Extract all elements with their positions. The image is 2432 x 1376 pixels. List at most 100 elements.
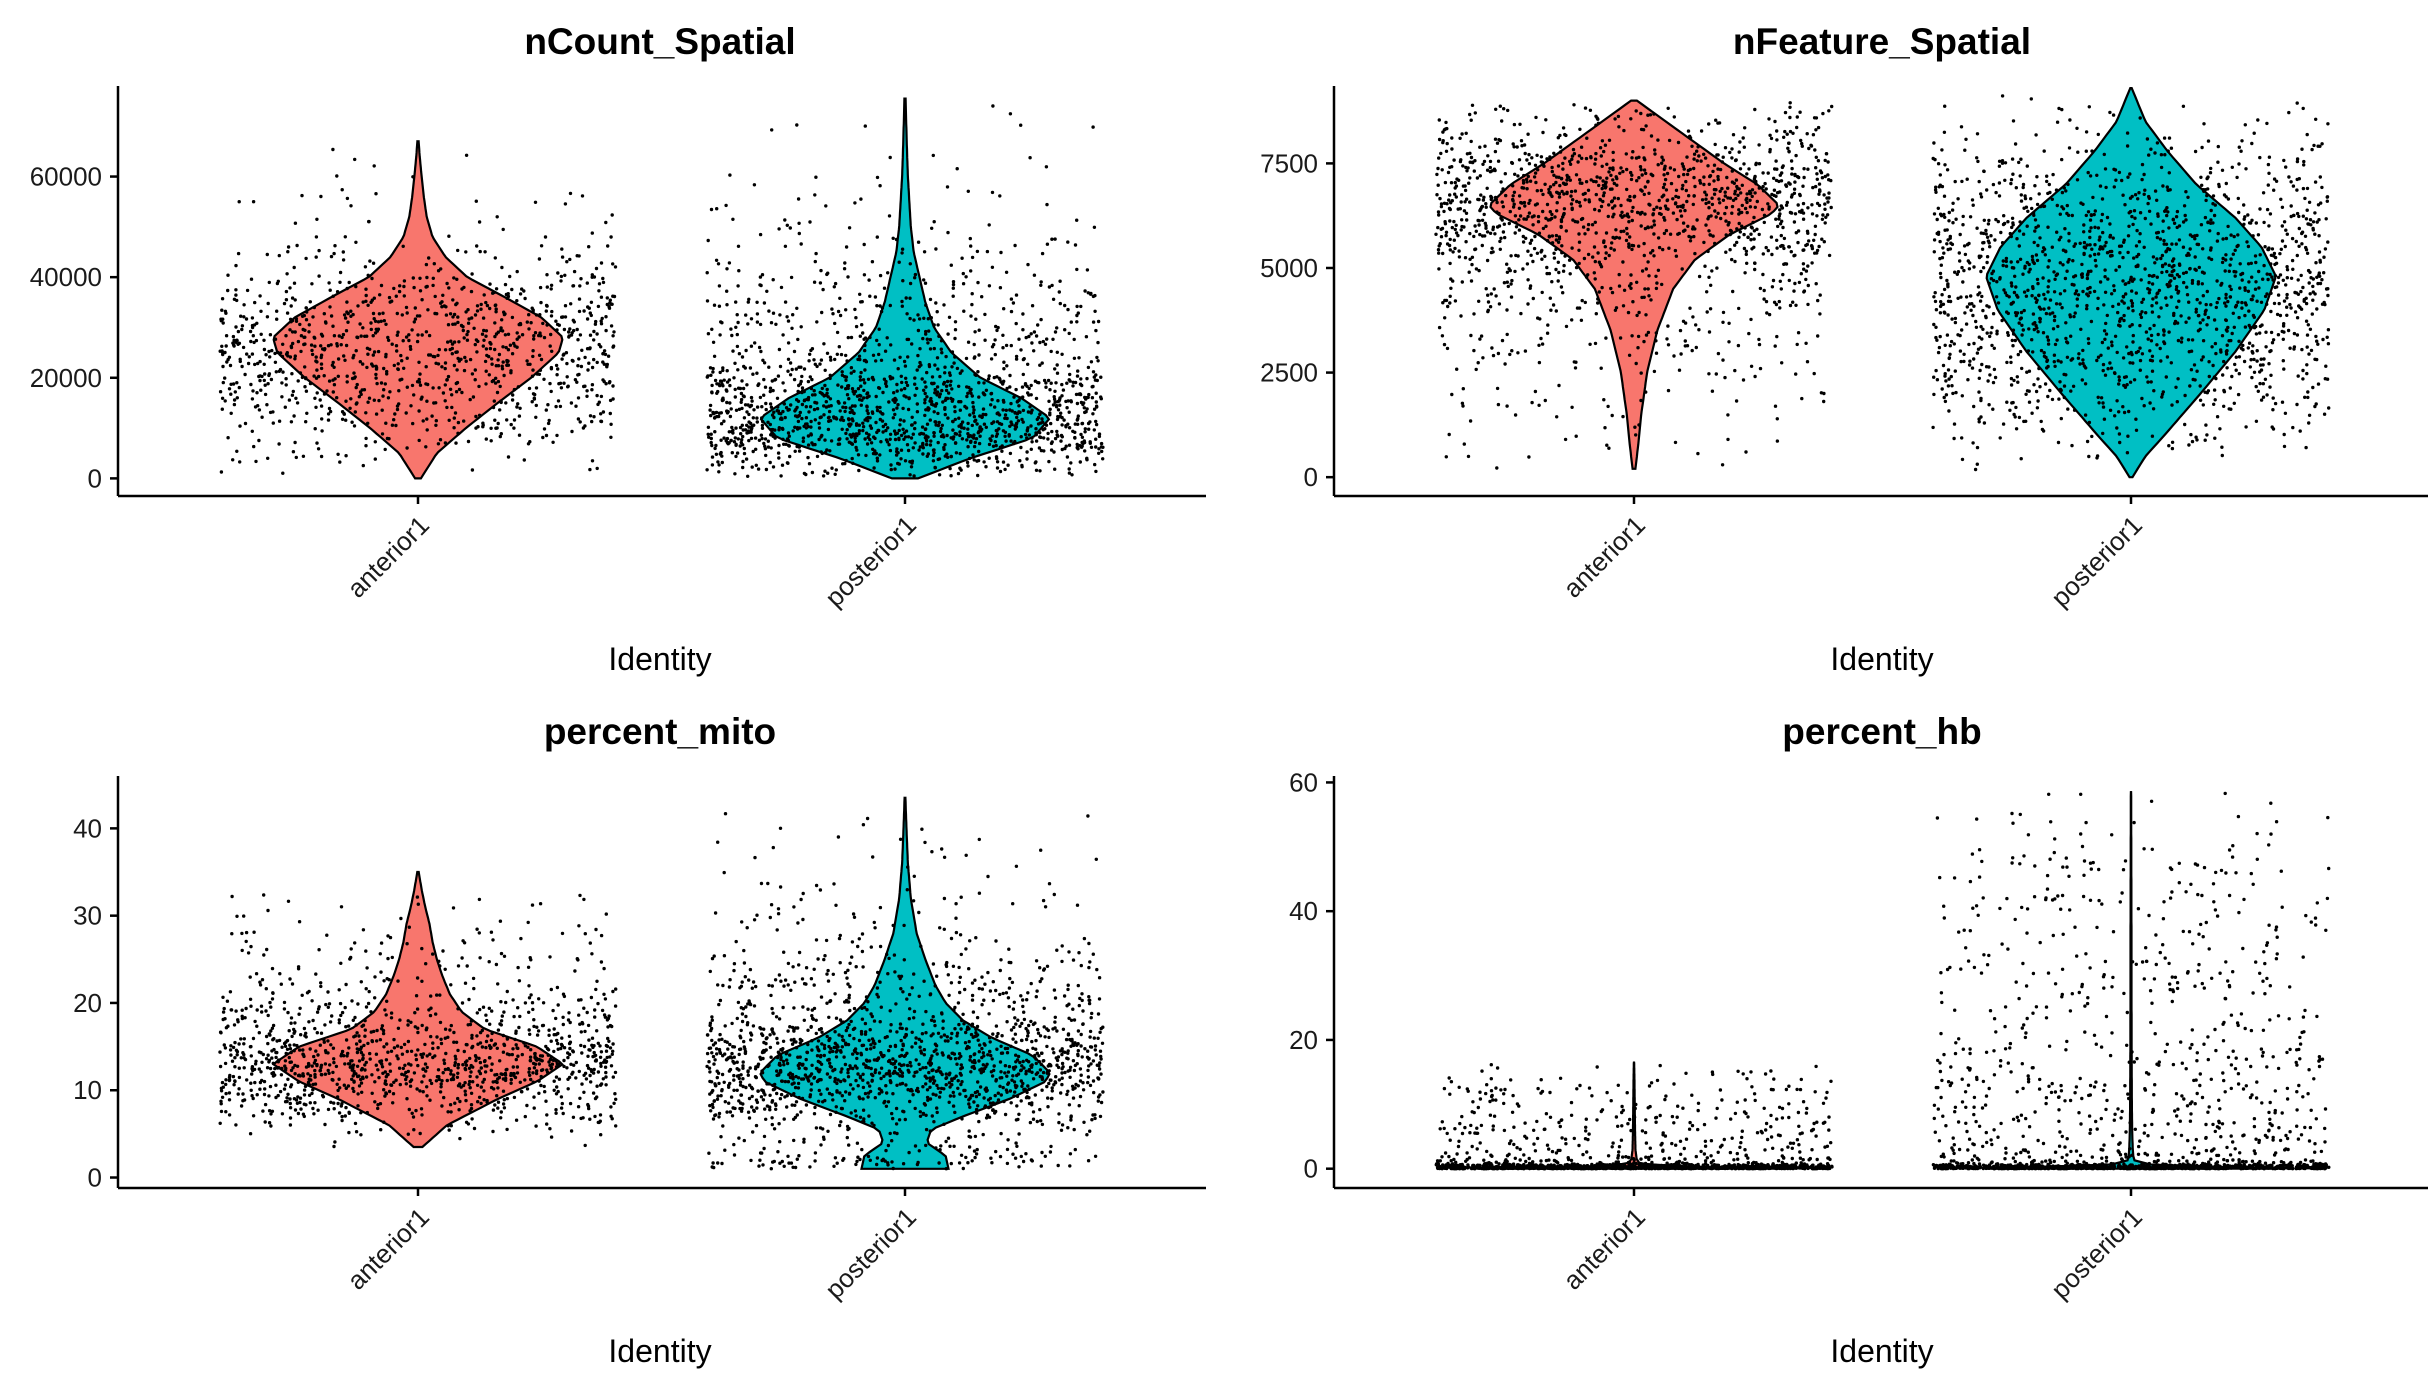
- jitter-point: [1802, 248, 1806, 252]
- jitter-point: [1762, 297, 1766, 301]
- jitter-point: [483, 359, 488, 364]
- jitter-point: [438, 438, 443, 442]
- jitter-point: [994, 443, 998, 448]
- jitter-point: [1084, 335, 1089, 339]
- jitter-point: [2213, 398, 2217, 402]
- jitter-point: [2054, 302, 2059, 306]
- jitter-point: [364, 411, 368, 415]
- jitter-point: [786, 438, 791, 443]
- jitter-point: [231, 382, 236, 386]
- jitter-point: [749, 317, 754, 321]
- jitter-point: [1047, 285, 1052, 289]
- jitter-point: [259, 309, 263, 313]
- jitter-point: [2098, 280, 2103, 284]
- jitter-point: [1021, 408, 1026, 413]
- jitter-point: [1024, 335, 1028, 340]
- jitter-point: [532, 396, 536, 400]
- jitter-point: [531, 308, 535, 312]
- jitter-point: [587, 245, 591, 249]
- jitter-point: [449, 339, 453, 343]
- jitter-point: [259, 332, 263, 336]
- jitter-point: [897, 436, 901, 440]
- jitter-point: [1025, 450, 1029, 454]
- jitter-point: [875, 304, 879, 308]
- jitter-point: [331, 360, 335, 365]
- jitter-point: [310, 352, 315, 357]
- jitter-point: [1723, 146, 1728, 150]
- jitter-point: [1750, 226, 1754, 230]
- jitter-point: [379, 319, 383, 323]
- jitter-point: [2125, 383, 2129, 387]
- jitter-point: [2000, 161, 2005, 165]
- jitter-point: [1565, 191, 1569, 196]
- jitter-point: [2096, 395, 2100, 399]
- jitter-point: [757, 345, 762, 350]
- jitter-point: [785, 315, 789, 319]
- jitter-point: [1499, 180, 1503, 184]
- jitter-point: [491, 378, 496, 383]
- jitter-point: [1695, 159, 1699, 163]
- jitter-point: [1674, 188, 1679, 192]
- jitter-point: [2068, 118, 2072, 122]
- jitter-point: [721, 366, 725, 370]
- jitter-point: [2234, 355, 2238, 359]
- jitter-point: [2090, 149, 2094, 153]
- jitter-point: [470, 272, 474, 276]
- jitter-point: [1710, 202, 1715, 207]
- jitter-point: [235, 449, 239, 453]
- jitter-point: [2155, 257, 2159, 261]
- jitter-point: [1043, 342, 1048, 346]
- jitter-point: [293, 440, 297, 445]
- jitter-point: [2167, 136, 2172, 140]
- jitter-point: [893, 437, 898, 442]
- jitter-point: [945, 379, 950, 384]
- jitter-point: [1076, 447, 1080, 451]
- jitter-point: [2075, 126, 2079, 130]
- jitter-point: [284, 377, 288, 381]
- jitter-point: [1971, 203, 1975, 207]
- jitter-point: [989, 357, 994, 361]
- jitter-point: [2282, 158, 2286, 163]
- jitter-point: [1595, 175, 1599, 179]
- jitter-point: [818, 415, 822, 420]
- jitter-point: [394, 294, 398, 298]
- jitter-point: [1642, 295, 1646, 299]
- jitter-point: [1491, 250, 1495, 254]
- jitter-point: [1740, 210, 1744, 215]
- jitter-point: [1612, 248, 1616, 252]
- jitter-point: [512, 387, 517, 392]
- jitter-point: [1788, 105, 1792, 109]
- jitter-point: [912, 318, 916, 322]
- jitter-point: [1720, 463, 1725, 467]
- jitter-point: [1984, 228, 1988, 233]
- jitter-point: [972, 408, 976, 412]
- jitter-point: [1034, 427, 1038, 431]
- jitter-point: [1744, 249, 1749, 253]
- jitter-point: [1662, 231, 1667, 236]
- jitter-point: [350, 420, 354, 424]
- jitter-point: [1724, 250, 1728, 254]
- jitter-point: [494, 287, 499, 291]
- jitter-point: [1017, 404, 1021, 408]
- jitter-point: [833, 321, 837, 326]
- jitter-point: [1625, 167, 1629, 172]
- jitter-point: [958, 371, 962, 375]
- jitter-point: [953, 409, 957, 414]
- jitter-point: [590, 231, 594, 235]
- jitter-point: [1680, 267, 1684, 271]
- jitter-point: [894, 453, 899, 457]
- jitter-point: [708, 408, 712, 412]
- jitter-point: [445, 405, 449, 410]
- jitter-point: [488, 306, 492, 311]
- jitter-point: [560, 247, 564, 251]
- jitter-point: [1559, 225, 1563, 229]
- jitter-point: [1604, 336, 1608, 340]
- jitter-point: [950, 350, 955, 354]
- jitter-point: [1569, 202, 1574, 206]
- jitter-point: [836, 442, 840, 446]
- jitter-point: [978, 427, 982, 431]
- y-tick-label: 60000: [30, 162, 102, 192]
- jitter-point: [1075, 401, 1080, 406]
- jitter-point: [294, 455, 298, 460]
- jitter-point: [515, 337, 519, 341]
